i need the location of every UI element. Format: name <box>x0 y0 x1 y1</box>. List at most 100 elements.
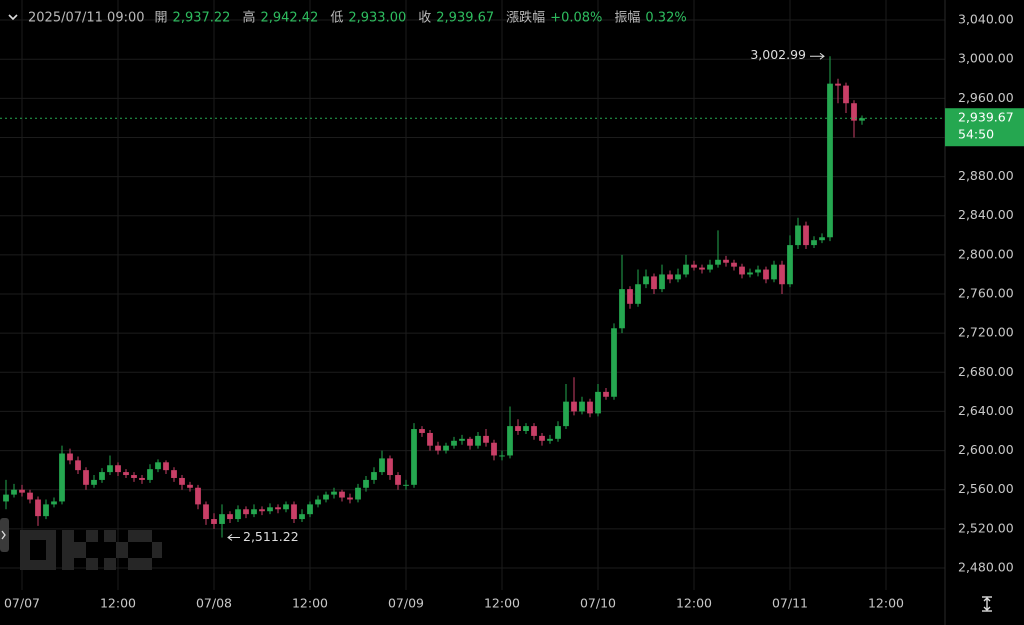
candle-body <box>427 432 433 446</box>
collapse-icon[interactable] <box>8 14 18 21</box>
candle-body <box>51 501 57 505</box>
candle-body <box>515 426 521 432</box>
candle-body <box>3 494 9 502</box>
candle-body <box>395 475 401 485</box>
candle-body <box>819 237 825 241</box>
candle-body <box>451 440 457 446</box>
candle-body <box>827 83 833 238</box>
candle-body <box>123 472 129 476</box>
candle-body <box>579 401 585 412</box>
candle-body <box>35 499 41 517</box>
candle-body <box>795 225 801 246</box>
candle-body <box>83 470 89 485</box>
candle-body <box>315 499 321 505</box>
candle-body <box>331 491 337 495</box>
x-tick-label: 12:00 <box>292 596 328 611</box>
candle-body <box>835 83 841 86</box>
candle-body <box>699 267 705 270</box>
candle-body <box>691 264 697 268</box>
candle-body <box>115 465 121 473</box>
candle-body <box>195 487 201 505</box>
candle-body <box>499 455 505 457</box>
y-tick-label: 2,600.00 <box>958 442 1014 457</box>
y-tick-label: 3,000.00 <box>958 51 1014 66</box>
x-tick-label: 07/07 <box>4 596 40 611</box>
candle-body <box>435 445 441 451</box>
y-tick-label: 2,840.00 <box>958 207 1014 222</box>
y-tick-label: 2,880.00 <box>958 168 1014 183</box>
candle-body <box>571 401 577 412</box>
last-price-label: 2,939.67 <box>958 110 1014 125</box>
max-annotation: 3,002.99 <box>750 47 806 62</box>
candle-body <box>275 507 281 510</box>
candle-body <box>419 429 425 433</box>
y-tick-label: 2,720.00 <box>958 325 1014 340</box>
candle-body <box>155 462 161 470</box>
candle-body <box>635 284 641 304</box>
candle-body <box>467 438 473 446</box>
candle-body <box>443 445 449 451</box>
candle-body <box>379 458 385 473</box>
min-arrow <box>227 534 240 541</box>
header-field-label: 收 <box>418 11 431 26</box>
x-tick-label: 07/11 <box>772 596 808 611</box>
candle-body <box>99 472 105 480</box>
candle-body <box>67 453 73 461</box>
candle-body <box>667 274 673 280</box>
x-tick-label: 07/09 <box>388 596 424 611</box>
candle-body <box>859 118 865 121</box>
y-tick-label: 2,560.00 <box>958 481 1014 496</box>
candle-body <box>731 262 737 267</box>
candle-body <box>19 489 25 493</box>
candle-body <box>219 514 225 524</box>
candle-body <box>267 507 273 512</box>
candle-body <box>291 504 297 520</box>
x-tick-label: 12:00 <box>484 596 520 611</box>
candle-body <box>211 519 217 524</box>
candle-body <box>659 274 665 290</box>
candle-body <box>475 435 481 446</box>
axis-reset-icon[interactable] <box>982 596 992 612</box>
candle-body <box>387 458 393 476</box>
candle-body <box>771 264 777 280</box>
candle-body <box>715 259 721 265</box>
candle-body <box>75 460 81 471</box>
candle-body <box>643 276 649 285</box>
candle-body <box>459 438 465 441</box>
candle-body <box>547 438 553 441</box>
candle-body <box>187 484 193 488</box>
candle-body <box>747 272 753 275</box>
y-tick-label: 2,760.00 <box>958 286 1014 301</box>
header-field-value: 2,942.42 <box>260 11 318 26</box>
candle-body <box>363 479 369 488</box>
x-tick-label: 12:00 <box>868 596 904 611</box>
header-field-label: 高 <box>242 10 255 26</box>
candle-body <box>787 245 793 285</box>
header-field-value: 0.32% <box>645 11 686 26</box>
candle-body <box>403 484 409 486</box>
candle-body <box>683 264 689 275</box>
header-field-label: 振幅 <box>614 11 640 26</box>
candle-body <box>171 470 177 478</box>
candle-body <box>603 391 609 397</box>
header-field-label: 漲跌幅 <box>506 10 545 26</box>
candle-body <box>803 225 809 246</box>
header-field-label: 低 <box>330 11 343 26</box>
candle-body <box>91 479 97 485</box>
candle-body <box>507 426 513 456</box>
candle-body <box>339 491 345 498</box>
y-tick-label: 2,520.00 <box>958 520 1014 535</box>
candle-body <box>755 269 761 273</box>
candle-body <box>243 509 249 515</box>
side-tab-icon <box>1 530 6 540</box>
candle-body <box>235 509 241 520</box>
candle-body <box>531 426 537 436</box>
candle-body <box>147 469 153 480</box>
y-tick-label: 2,480.00 <box>958 559 1014 574</box>
candle-body <box>11 489 17 495</box>
candle-body <box>411 429 417 485</box>
candle-body <box>483 435 489 443</box>
header-field-value: +0.08% <box>550 11 602 26</box>
candle-body <box>323 494 329 500</box>
candle-body <box>179 477 185 485</box>
